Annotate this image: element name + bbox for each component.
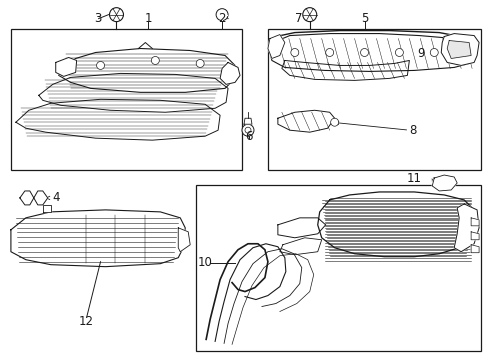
Polygon shape [470, 218, 478, 226]
Polygon shape [470, 245, 478, 253]
Polygon shape [470, 232, 478, 240]
Text: 11: 11 [406, 171, 421, 185]
Text: 12: 12 [79, 315, 94, 328]
Polygon shape [317, 192, 475, 257]
Polygon shape [267, 35, 285, 58]
Circle shape [325, 49, 333, 57]
Circle shape [242, 124, 253, 136]
Text: 6: 6 [244, 130, 252, 143]
Circle shape [109, 8, 123, 22]
Text: 9: 9 [417, 47, 424, 60]
Polygon shape [11, 210, 185, 267]
Polygon shape [42, 205, 51, 212]
Circle shape [395, 49, 403, 57]
Bar [196, 185, 480, 351]
Bar [11, 28, 242, 170]
Polygon shape [244, 118, 251, 124]
Polygon shape [269, 33, 472, 71]
Polygon shape [20, 191, 48, 205]
Text: 7: 7 [294, 12, 302, 25]
Text: 5: 5 [360, 12, 367, 25]
Polygon shape [447, 41, 470, 58]
Text: 4: 4 [52, 192, 60, 204]
Text: 10: 10 [197, 256, 212, 269]
Polygon shape [59, 49, 235, 92]
Polygon shape [16, 99, 220, 140]
Circle shape [96, 62, 104, 69]
Circle shape [302, 8, 316, 22]
Text: 2: 2 [218, 12, 225, 25]
Circle shape [151, 57, 159, 64]
Circle shape [429, 49, 437, 57]
Circle shape [216, 9, 227, 21]
Circle shape [330, 118, 338, 126]
Bar [267, 28, 480, 170]
Polygon shape [440, 33, 478, 66]
Polygon shape [39, 73, 227, 112]
Circle shape [454, 49, 462, 57]
Polygon shape [277, 110, 334, 132]
Polygon shape [56, 58, 77, 76]
Circle shape [360, 49, 368, 57]
Text: 1: 1 [144, 12, 152, 25]
Polygon shape [220, 62, 240, 84]
Circle shape [196, 59, 203, 67]
Circle shape [290, 49, 298, 57]
Polygon shape [281, 60, 408, 80]
Polygon shape [178, 228, 190, 252]
Polygon shape [453, 204, 478, 252]
Polygon shape [431, 175, 456, 191]
Text: 8: 8 [409, 124, 416, 137]
Text: 3: 3 [94, 12, 101, 25]
